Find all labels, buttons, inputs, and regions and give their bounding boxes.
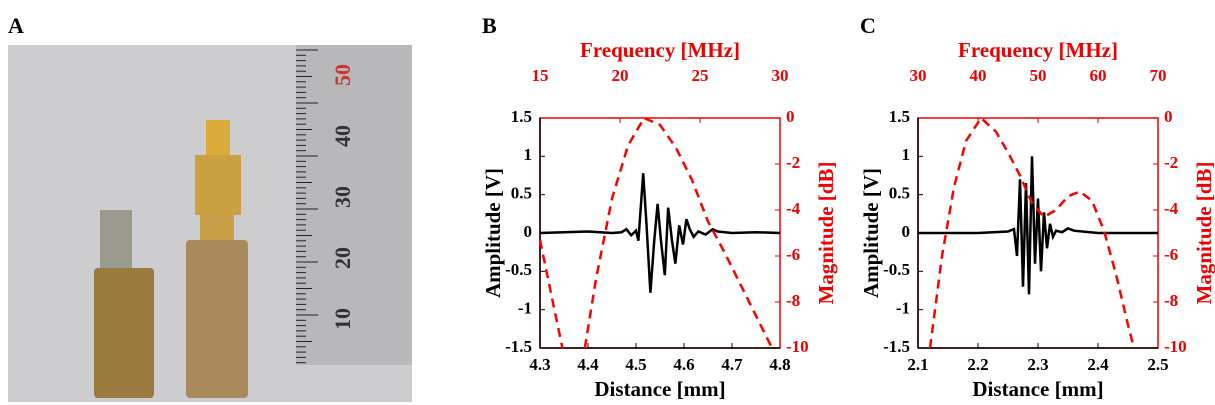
ruler-label: 10 [330, 308, 355, 330]
x2-tick-label: 70 [1150, 66, 1167, 85]
x-tick-label: 4.4 [577, 355, 599, 374]
spectrum-line [928, 116, 1136, 349]
y2-tick-label: -6 [786, 245, 800, 264]
x-tick-label: 4.7 [721, 355, 743, 374]
x-tick-label: 2.5 [1147, 355, 1168, 374]
ruler-label: 50 [330, 64, 355, 86]
y2-axis-title: Magnitude [dB] [814, 162, 838, 305]
y-tick-label: -1 [896, 299, 910, 318]
y2-axis-title: Magnitude [dB] [1192, 162, 1215, 305]
spectrum-line [538, 116, 774, 349]
y2-tick-label: -10 [1164, 337, 1187, 356]
signal-line [918, 156, 1158, 295]
y2-tick-label: 0 [786, 107, 795, 126]
panel-label: C [860, 13, 876, 38]
y-tick-label: 1.5 [889, 107, 910, 126]
panel-label: B [482, 13, 497, 38]
y-tick-label: -1.5 [505, 337, 532, 356]
x-tick-label: 2.4 [1087, 355, 1109, 374]
photo [8, 45, 412, 402]
y-tick-label: -0.5 [883, 260, 910, 279]
ruler-label: 20 [330, 247, 355, 269]
y-axis-title: Amplitude [V] [859, 168, 883, 298]
x2-tick-label: 60 [1090, 66, 1107, 85]
y2-tick-label: -4 [786, 199, 801, 218]
x2-axis-title: Frequency [MHz] [580, 38, 740, 62]
y-tick-label: 1.5 [511, 107, 532, 126]
x-axis-title: Distance [mm] [594, 377, 725, 401]
y-axis-title: Amplitude [V] [481, 168, 505, 298]
signal-line [539, 173, 781, 293]
y-tick-label: 0.5 [511, 184, 532, 203]
y-tick-label: 0.5 [889, 184, 910, 203]
x-axis-title: Distance [mm] [972, 377, 1103, 401]
x-tick-label: 4.5 [625, 355, 646, 374]
panel-label: A [8, 13, 24, 38]
x2-tick-label: 15 [532, 66, 549, 85]
x2-tick-label: 50 [1030, 66, 1047, 85]
x-tick-label: 4.8 [769, 355, 790, 374]
y-tick-label: 1 [524, 145, 533, 164]
y2-tick-label: -4 [1164, 199, 1179, 218]
y2-tick-label: 0 [1164, 107, 1173, 126]
x2-tick-label: 20 [612, 66, 629, 85]
ruler-label: 30 [330, 186, 355, 208]
x-tick-label: 4.3 [529, 355, 550, 374]
y-tick-label: -0.5 [505, 260, 532, 279]
x2-axis-title: Frequency [MHz] [958, 38, 1118, 62]
ruler-label: 40 [330, 125, 355, 147]
x2-tick-label: 30 [772, 66, 789, 85]
y-tick-label: 1 [902, 145, 911, 164]
y2-tick-label: -10 [786, 337, 809, 356]
x-tick-label: 2.1 [907, 355, 928, 374]
y2-tick-label: -8 [786, 291, 800, 310]
x-tick-label: 2.3 [1027, 355, 1048, 374]
y-tick-label: -1.5 [883, 337, 910, 356]
y2-tick-label: -8 [1164, 291, 1178, 310]
y-tick-label: -1 [518, 299, 532, 318]
y2-tick-label: -6 [1164, 245, 1178, 264]
y2-tick-label: -2 [1164, 153, 1178, 172]
x2-tick-label: 40 [970, 66, 987, 85]
x-tick-label: 2.2 [967, 355, 988, 374]
x-tick-label: 4.6 [673, 355, 694, 374]
y2-tick-label: -2 [786, 153, 800, 172]
y-tick-label: 0 [524, 222, 533, 241]
x2-tick-label: 25 [692, 66, 709, 85]
y-tick-label: 0 [902, 222, 911, 241]
x2-tick-label: 30 [910, 66, 927, 85]
